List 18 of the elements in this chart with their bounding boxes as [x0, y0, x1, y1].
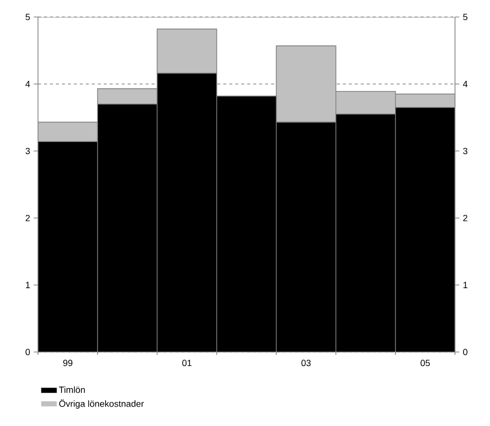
y-tick-label: 1 [26, 282, 30, 288]
y-tick-label: 0 [26, 348, 30, 356]
legend-label: Timlön [58, 386, 85, 393]
y2-tick-label: 2 [463, 214, 468, 222]
x-tick-label: 05 [420, 360, 430, 366]
y-tick-label: 2 [26, 214, 30, 222]
y2-tick-label: 4 [462, 80, 468, 88]
y-tick-label: 3 [26, 148, 30, 154]
x-tick-label: 03 [301, 360, 311, 366]
y2-tick-label: 0 [463, 348, 468, 356]
y-tick-label: 5 [26, 14, 30, 20]
y2-tick-label: 3 [463, 148, 468, 154]
legend-label: Övriga lönekostnader [59, 399, 144, 409]
y-tick-label: 4 [25, 80, 30, 88]
x-tick-label: 01 [182, 360, 192, 366]
x-tick-label: 99 [63, 360, 72, 366]
y2-tick-label: 5 [463, 14, 468, 20]
y2-tick-label: 1 [463, 282, 468, 288]
